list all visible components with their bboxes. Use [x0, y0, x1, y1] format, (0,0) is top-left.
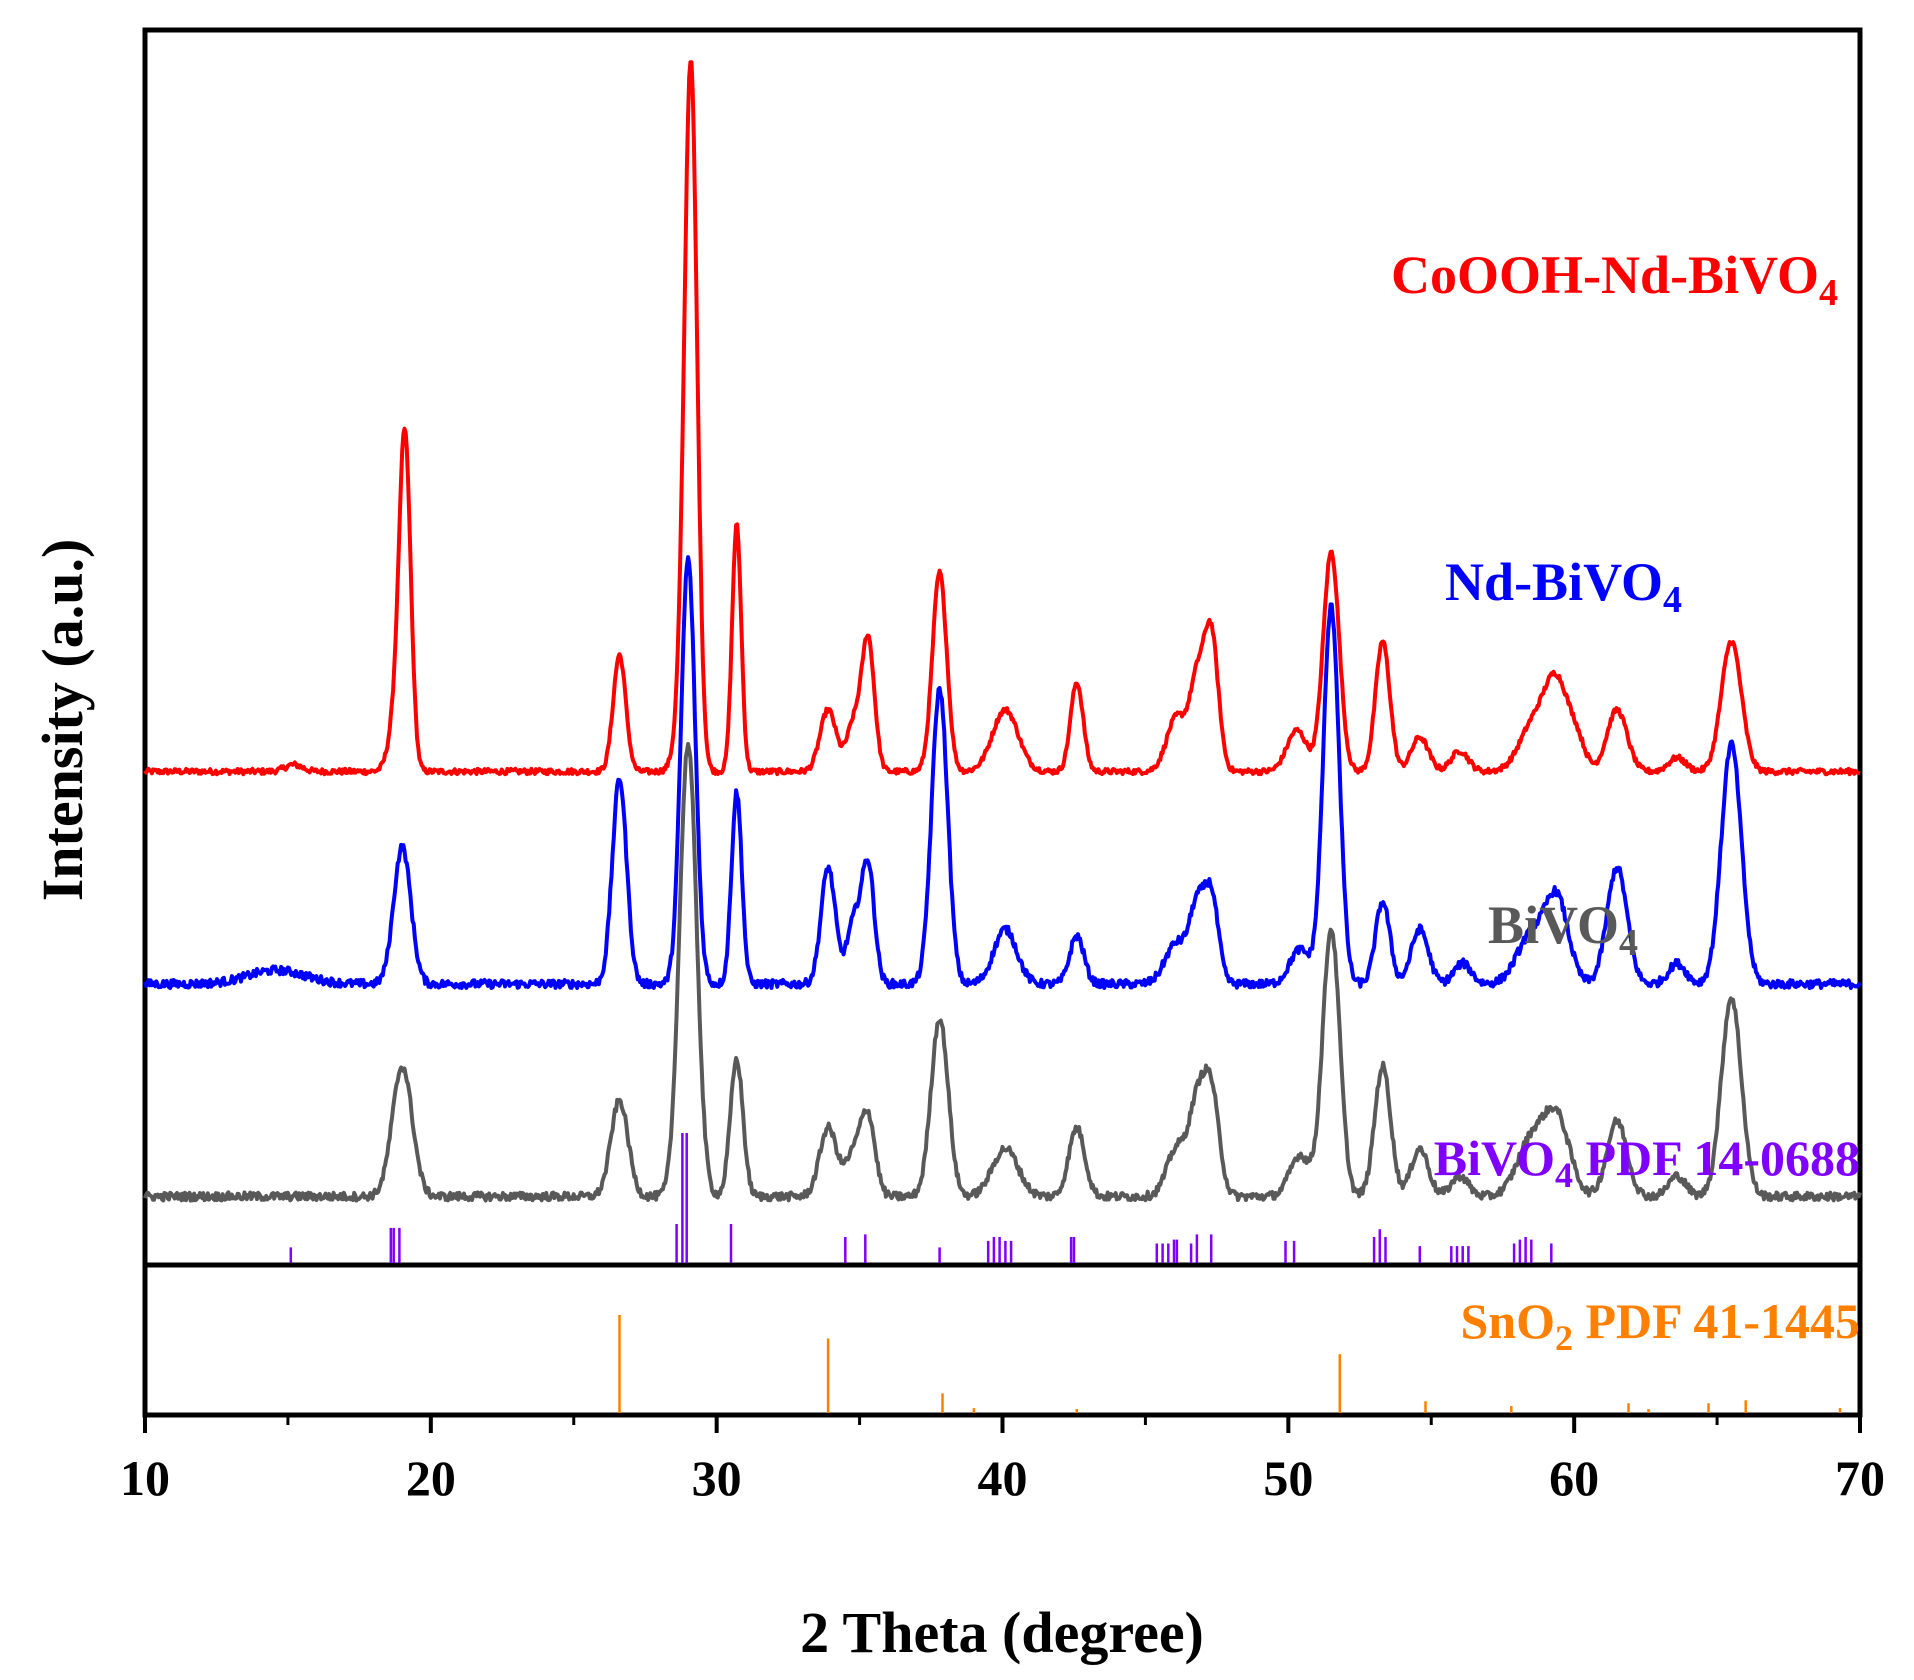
- trace-bivo4: [143, 742, 1862, 1203]
- trace-nd-bivo4: [143, 555, 1862, 990]
- x-axis-ticks: 10 20 30 40 50 60 70: [120, 1415, 1885, 1506]
- x-tick-label: 10: [120, 1450, 170, 1506]
- bivo4-pdf-sticks: [289, 1133, 1553, 1263]
- x-tick-label: 30: [692, 1450, 742, 1506]
- x-tick-label: 70: [1835, 1450, 1885, 1506]
- y-axis-title: Intensity (a.u.): [30, 539, 95, 902]
- label-coooh-nd-bivo4: CoOOH-Nd-BiVO4: [1391, 245, 1838, 314]
- label-sno2-pdf: SnO2 PDF 41-1445: [1460, 1293, 1860, 1358]
- upper-panel-frame: [142, 27, 1863, 1268]
- x-tick-label: 40: [978, 1450, 1028, 1506]
- x-tick-label: 20: [406, 1450, 456, 1506]
- label-bivo4-pdf: BiVO4 PDF 14-0688: [1434, 1130, 1860, 1195]
- sno2-pdf-sticks: [618, 1315, 1842, 1413]
- x-tick-label: 50: [1263, 1450, 1313, 1506]
- label-nd-bivo4: Nd-BiVO4: [1445, 552, 1682, 621]
- x-axis-title: 2 Theta (degree): [800, 1600, 1204, 1665]
- label-bivo4: BiVO4: [1488, 895, 1638, 964]
- trace-coooh-nd-bivo4: [143, 60, 1861, 777]
- x-tick-label: 60: [1549, 1450, 1599, 1506]
